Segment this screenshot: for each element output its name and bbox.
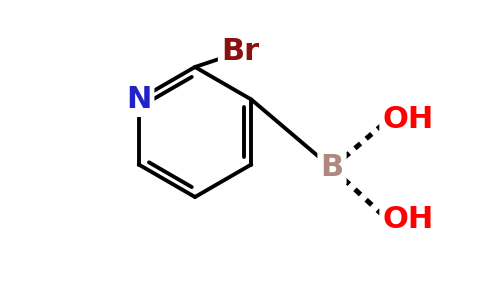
Text: OH: OH [382,206,434,235]
Text: N: N [126,85,151,114]
Text: Br: Br [221,38,259,67]
Text: B: B [320,154,344,182]
Text: OH: OH [382,106,434,134]
